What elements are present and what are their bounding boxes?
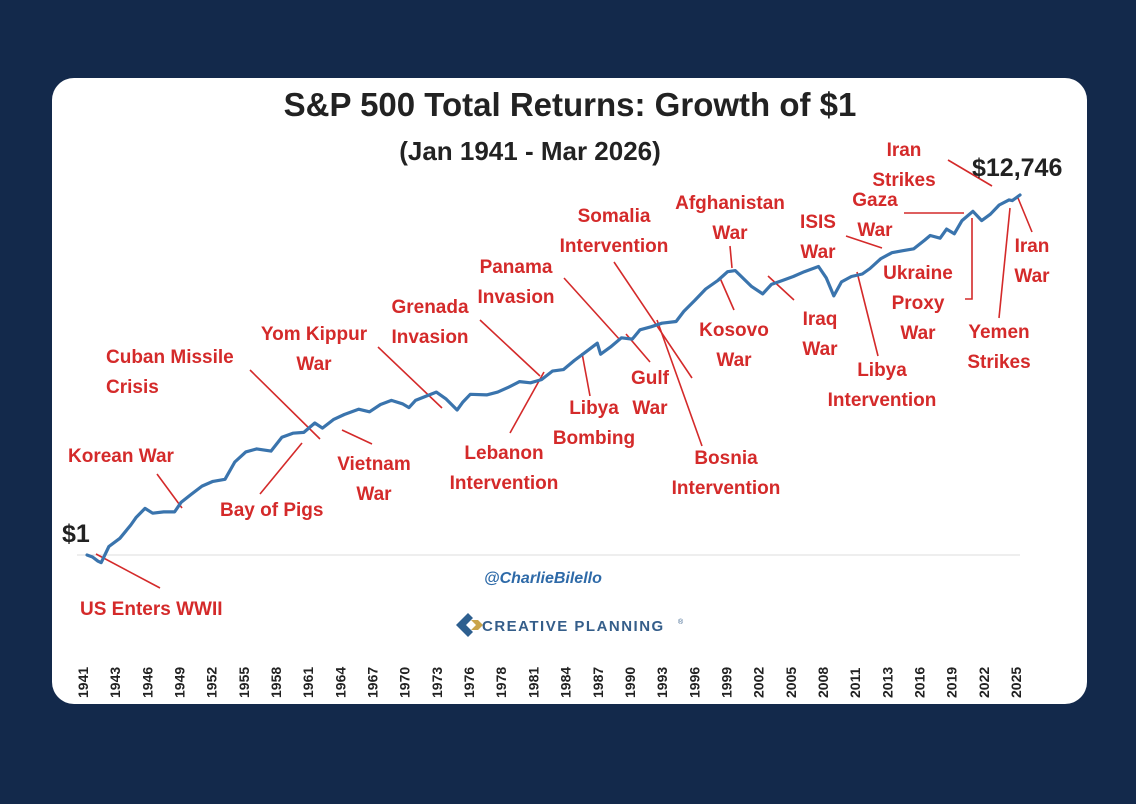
libya-intervention-pointer: [856, 271, 879, 357]
x-tick-1958: 1958: [268, 667, 284, 698]
gulf-war-label: Gulf War: [631, 368, 670, 419]
brand-logo: CREATIVE PLANNING ®: [456, 613, 684, 637]
annotation-lines: [95, 159, 1033, 589]
end-value-label: $12,746: [972, 154, 1062, 182]
libya-bombing-pointer: [581, 352, 591, 397]
x-axis-ticks: 1941 1943 1946 1949 1952 1955 1958 1961 1964 1967…: [75, 667, 1024, 698]
x-tick-1978: 1978: [493, 667, 509, 698]
iran-strikes-pointer: [947, 159, 993, 187]
afghanistan-war-pointer: [729, 245, 733, 269]
ukraine-proxy-war-label: Ukraine Proxy War: [883, 263, 953, 344]
isis-war-pointer: [845, 235, 883, 249]
afghanistan-war-label: Afghanistan War: [675, 193, 785, 244]
libya-intervention-label: Libya Intervention: [828, 360, 937, 411]
yom-kippur-war-label: Yom Kippur War: [261, 324, 368, 375]
kosovo-war-pointer: [719, 277, 735, 311]
yemen-strikes-pointer: [998, 207, 1011, 319]
cuban-missile-crisis-label: Cuban Missile Crisis: [106, 347, 234, 398]
bosnia-intervention-pointer: [656, 319, 703, 447]
iran-war-pointer: [1017, 197, 1033, 233]
vietnam-war-pointer: [341, 429, 373, 445]
author-handle: @CharlieBilello: [484, 570, 602, 587]
x-tick-1999: 1999: [718, 667, 734, 698]
isis-war-label: ISIS War: [800, 212, 836, 263]
x-tick-1946: 1946: [139, 667, 155, 698]
x-tick-1961: 1961: [300, 667, 316, 698]
somalia-intervention-label: Somalia Intervention: [560, 206, 669, 257]
kosovo-war-label: Kosovo War: [699, 320, 769, 371]
x-tick-2002: 2002: [751, 667, 767, 698]
x-tick-1993: 1993: [654, 667, 670, 698]
iraq-war-label: Iraq War: [802, 309, 838, 360]
x-tick-2025: 2025: [1008, 667, 1024, 698]
x-tick-1990: 1990: [622, 667, 638, 698]
x-tick-2011: 2011: [847, 667, 863, 698]
iran-strikes-label: Iran Strikes: [872, 140, 935, 191]
brand-name: CREATIVE PLANNING: [482, 618, 665, 635]
libya-bombing-label: Libya Bombing: [553, 398, 635, 449]
us-enters-wwii-label: US Enters WWII: [80, 599, 223, 620]
x-tick-1976: 1976: [461, 667, 477, 698]
x-tick-1984: 1984: [558, 667, 574, 698]
chart-card: S&P 500 Total Returns: Growth of $1 (Jan…: [52, 78, 1087, 704]
vietnam-war-label: Vietnam War: [337, 454, 411, 505]
bay-of-pigs-label: Bay of Pigs: [220, 500, 323, 521]
x-tick-1996: 1996: [686, 667, 702, 698]
chart-title: S&P 500 Total Returns: Growth of $1: [284, 86, 857, 123]
x-tick-2008: 2008: [815, 667, 831, 698]
x-tick-1987: 1987: [590, 667, 606, 698]
lebanon-intervention-label: Lebanon Intervention: [450, 443, 559, 494]
brand-mark: ®: [678, 618, 684, 626]
grenada-invasion-label: Grenada Invasion: [391, 297, 469, 348]
annotations: US Enters WWII Korean War Cuban Missile Cri…: [68, 140, 1050, 620]
x-tick-2022: 2022: [976, 667, 992, 698]
x-tick-1943: 1943: [107, 667, 123, 698]
x-tick-1941: 1941: [75, 667, 91, 698]
x-tick-1967: 1967: [365, 667, 381, 698]
bosnia-intervention-label: Bosnia Intervention: [672, 448, 781, 499]
x-tick-1970: 1970: [397, 667, 413, 698]
gaza-war-label: Gaza War: [852, 190, 898, 241]
us-enters-wwii-pointer: [95, 553, 161, 589]
chart-svg: S&P 500 Total Returns: Growth of $1 (Jan…: [62, 86, 1062, 698]
chart-subtitle: (Jan 1941 - Mar 2026): [399, 136, 661, 166]
iran-war-label: Iran War: [1014, 236, 1050, 287]
x-tick-1964: 1964: [332, 667, 348, 698]
panama-invasion-label: Panama Invasion: [477, 257, 554, 308]
bay-of-pigs-pointer: [259, 442, 303, 495]
start-value-label: $1: [62, 520, 90, 548]
creative-planning-icon: [456, 613, 483, 637]
iraq-war-pointer: [767, 275, 795, 301]
korean-war-label: Korean War: [68, 446, 175, 467]
x-tick-1981: 1981: [525, 667, 541, 698]
x-tick-2005: 2005: [783, 667, 799, 698]
x-tick-2019: 2019: [944, 667, 960, 698]
panama-invasion-pointer: [563, 277, 621, 341]
ukraine-proxy-war-pointer: [965, 218, 973, 300]
series-line: [85, 193, 1022, 565]
x-tick-1952: 1952: [204, 667, 220, 698]
x-tick-2016: 2016: [912, 667, 928, 698]
yemen-strikes-label: Yemen Strikes: [967, 322, 1030, 373]
x-tick-1955: 1955: [236, 667, 252, 698]
grenada-invasion-pointer: [479, 319, 541, 377]
yom-kippur-war-pointer: [377, 346, 443, 409]
korean-war-pointer: [156, 473, 183, 509]
x-tick-1973: 1973: [429, 667, 445, 698]
somalia-intervention-pointer: [613, 261, 693, 379]
x-tick-1949: 1949: [172, 667, 188, 698]
x-tick-2013: 2013: [879, 667, 895, 698]
